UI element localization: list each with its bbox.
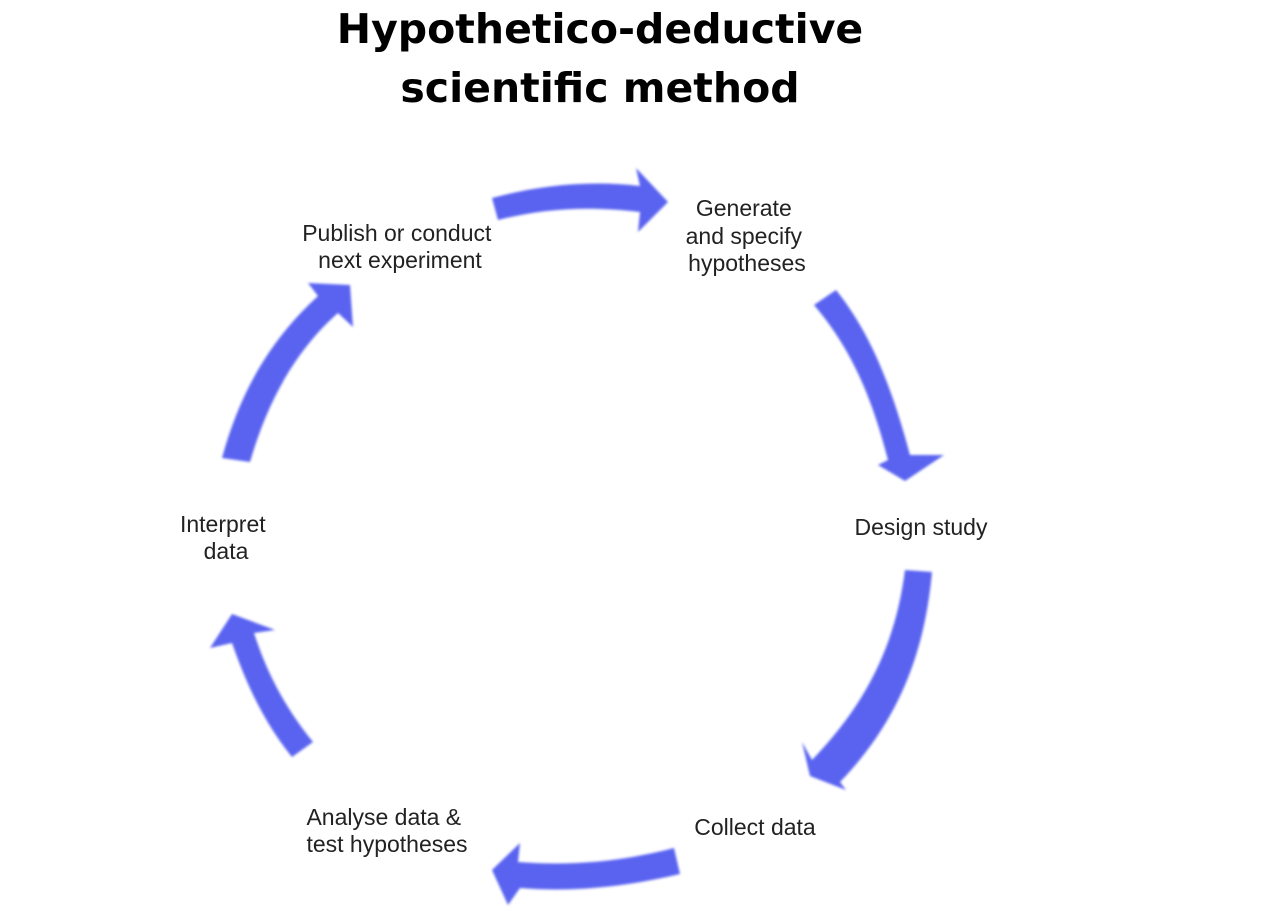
- step-publish-line-2: next experiment: [318, 247, 482, 273]
- step-publish-line-1: Publish or conduct: [302, 220, 492, 246]
- step-interpret-line-1: Interpret: [180, 511, 266, 537]
- step-design-line-1: Design study: [855, 514, 988, 540]
- step-publish-label: Publish or conduct next experiment: [302, 220, 498, 273]
- step-generate-line-3: hypotheses: [688, 250, 806, 276]
- arrow-design-to-collect: [802, 570, 932, 790]
- step-generate-label: Generate and specify hypotheses: [686, 195, 809, 276]
- step-analyse-line-1: Analyse data &: [306, 804, 461, 830]
- arrow-analyse-to-interpret: [210, 614, 313, 757]
- arrow-collect-to-analyse: [492, 843, 680, 905]
- step-generate-line-2: and specify: [686, 223, 803, 249]
- title-line-2: scientific method: [400, 64, 800, 112]
- cycle-arrows: [210, 168, 944, 905]
- step-interpret-label: Interpret data: [180, 511, 272, 564]
- diagram-title: Hypothetico-deductive scientific method: [300, 0, 900, 118]
- step-labels: Generate and specify hypotheses Design s…: [180, 195, 988, 857]
- title-line-1: Hypothetico-deductive: [336, 5, 864, 53]
- step-design-label: Design study: [855, 514, 988, 540]
- arrow-generate-to-design: [814, 290, 944, 481]
- step-analyse-line-2: test hypotheses: [306, 831, 467, 857]
- arrow-publish-to-generate: [492, 168, 668, 232]
- arrow-interpret-to-publish: [222, 283, 353, 462]
- step-collect-line-1: Collect data: [694, 814, 816, 840]
- step-interpret-line-2: data: [204, 538, 249, 564]
- step-collect-label: Collect data: [694, 814, 816, 840]
- step-generate-line-1: Generate: [696, 195, 792, 221]
- step-analyse-label: Analyse data & test hypotheses: [306, 804, 467, 857]
